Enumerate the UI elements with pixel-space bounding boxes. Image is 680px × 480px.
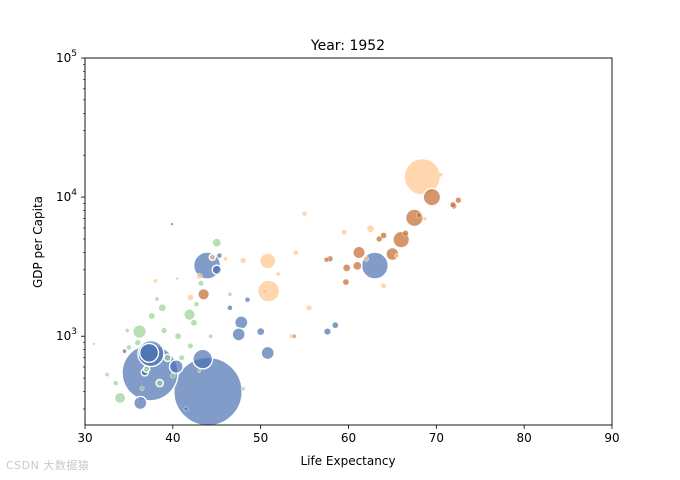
bubble-americas xyxy=(187,294,194,301)
bubble-europe xyxy=(404,208,424,228)
bubble-europe xyxy=(197,287,211,301)
bubble-africa xyxy=(227,291,233,297)
bubble-americas xyxy=(379,281,388,290)
bubble-americas xyxy=(293,249,299,256)
bubble-asia xyxy=(227,305,233,311)
x-tick-label: 40 xyxy=(165,431,180,445)
bubble-americas xyxy=(422,216,428,222)
bubble-europe xyxy=(455,197,462,204)
y-tick-label: 103 xyxy=(56,327,77,343)
bubble-americas xyxy=(363,256,369,262)
bubble-africa xyxy=(131,324,147,340)
bubble-europe xyxy=(323,256,330,263)
bubble-europe xyxy=(422,187,442,207)
bubble-americas xyxy=(257,279,281,303)
y-axis: 103 104 105 xyxy=(56,49,85,410)
bubble-africa xyxy=(157,302,168,313)
bubble-asia xyxy=(192,348,214,370)
bubble-americas xyxy=(289,333,294,339)
bubble-asia xyxy=(231,327,246,342)
bubble-africa xyxy=(155,378,164,388)
bubble-africa xyxy=(177,353,186,362)
x-axis-label: Life Expectancy xyxy=(300,454,395,468)
bubble-asia xyxy=(183,406,189,412)
bubble-asia xyxy=(133,395,148,411)
y-tick-label: 105 xyxy=(56,49,77,65)
bubble-asia xyxy=(233,315,249,330)
bubble-europe xyxy=(341,263,352,273)
bubble-americas xyxy=(365,224,376,234)
bubble-africa xyxy=(160,327,168,334)
bubble-europe xyxy=(449,201,457,208)
bubble-africa xyxy=(92,342,96,346)
bubble-africa xyxy=(134,339,141,346)
bubble-americas xyxy=(438,172,444,178)
bubble-americas xyxy=(301,210,308,217)
bubble-asia xyxy=(168,359,184,375)
y-axis-label: GDP per Capita xyxy=(31,196,45,288)
bubble-americas xyxy=(261,288,269,295)
bubble-europe xyxy=(351,260,363,272)
bubble-americas xyxy=(152,278,158,284)
bubble-asia xyxy=(260,345,276,361)
bubble-africa xyxy=(154,296,160,302)
x-tick-label: 90 xyxy=(604,431,619,445)
bubble-europe xyxy=(402,230,409,237)
bubble-europe xyxy=(341,277,351,287)
bubble-americas xyxy=(239,257,247,264)
bubble-africa xyxy=(182,308,196,322)
bubble-africa xyxy=(208,333,213,339)
bubble-asia xyxy=(122,348,127,354)
bubble-americas xyxy=(275,271,281,277)
bubble-africa xyxy=(173,331,183,341)
bubble-africa xyxy=(193,301,200,307)
bubble-asia xyxy=(244,296,251,303)
bubble-europe xyxy=(376,235,383,243)
bubble-asia xyxy=(139,342,160,363)
bubble-africa xyxy=(139,386,145,391)
bubbles-layer xyxy=(92,157,462,427)
bubble-americas xyxy=(394,253,400,258)
bubble-africa xyxy=(112,380,119,386)
bubble-americas xyxy=(196,273,203,280)
watermark: CSDN 大数据猿 xyxy=(6,459,90,472)
x-axis: 30 40 50 60 70 80 90 xyxy=(77,425,620,445)
bubble-africa xyxy=(126,344,132,351)
bubble-asia xyxy=(255,326,266,337)
bubble-asia xyxy=(322,327,332,337)
bubble-europe xyxy=(416,212,422,219)
chart-title: Year: 1952 xyxy=(310,38,385,54)
x-tick-label: 60 xyxy=(341,431,356,445)
bubble-africa xyxy=(211,237,223,248)
x-tick-label: 50 xyxy=(253,431,268,445)
bubble-asia xyxy=(216,252,223,259)
x-tick-label: 80 xyxy=(517,431,532,445)
bubble-africa xyxy=(197,369,201,373)
bubble-africa xyxy=(170,372,176,379)
bubble-africa xyxy=(113,391,127,405)
bubble-americas xyxy=(223,256,228,262)
bubble-africa xyxy=(189,318,199,328)
bubble-asia xyxy=(330,320,340,330)
x-tick-label: 70 xyxy=(429,431,444,445)
bubble-europe xyxy=(352,245,366,260)
x-tick-label: 30 xyxy=(77,431,92,445)
bubble-africa xyxy=(124,328,130,333)
bubble-americas xyxy=(208,253,217,262)
bubble-asia xyxy=(211,264,223,276)
bubble-americas xyxy=(305,304,313,311)
bubble-africa xyxy=(142,365,151,373)
bubble-asia xyxy=(170,222,174,226)
bubble-africa xyxy=(104,372,110,377)
bubble-americas xyxy=(259,252,277,270)
bubble-americas xyxy=(340,228,348,237)
bubble-africa xyxy=(175,276,179,281)
y-tick-label: 104 xyxy=(56,188,77,204)
bubble-africa xyxy=(147,311,157,321)
bubble-africa xyxy=(186,342,195,350)
bubble-africa xyxy=(196,279,205,288)
bubble-africa xyxy=(163,353,172,363)
bubble-africa xyxy=(240,386,246,391)
